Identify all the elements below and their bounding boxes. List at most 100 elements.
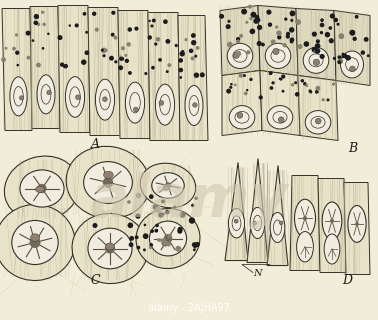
Circle shape <box>236 39 240 44</box>
Circle shape <box>286 35 290 39</box>
Circle shape <box>36 63 41 68</box>
Circle shape <box>249 78 253 81</box>
Circle shape <box>253 18 259 24</box>
Circle shape <box>246 89 248 91</box>
Ellipse shape <box>84 162 132 204</box>
Circle shape <box>63 65 66 68</box>
Circle shape <box>133 107 138 112</box>
Circle shape <box>135 213 141 219</box>
Ellipse shape <box>37 75 55 114</box>
Circle shape <box>165 182 171 189</box>
Circle shape <box>355 15 359 19</box>
Polygon shape <box>88 7 120 135</box>
Text: A: A <box>90 139 99 151</box>
Ellipse shape <box>227 43 253 68</box>
Circle shape <box>295 19 301 25</box>
Circle shape <box>180 51 185 57</box>
Circle shape <box>85 50 89 55</box>
Circle shape <box>102 54 106 57</box>
Circle shape <box>118 65 123 70</box>
Ellipse shape <box>341 51 364 78</box>
Circle shape <box>47 90 51 95</box>
Circle shape <box>266 10 271 15</box>
Circle shape <box>74 23 79 28</box>
Ellipse shape <box>303 47 329 73</box>
Circle shape <box>17 64 19 67</box>
Circle shape <box>311 47 318 52</box>
Circle shape <box>135 235 139 239</box>
Circle shape <box>101 49 104 52</box>
Circle shape <box>126 42 131 47</box>
Circle shape <box>128 71 132 75</box>
Polygon shape <box>148 12 180 140</box>
Circle shape <box>155 207 161 213</box>
Circle shape <box>173 205 176 209</box>
Ellipse shape <box>149 221 187 256</box>
Circle shape <box>329 38 334 44</box>
Circle shape <box>325 32 330 37</box>
Ellipse shape <box>322 202 342 240</box>
Circle shape <box>282 43 287 47</box>
Ellipse shape <box>163 186 169 190</box>
Circle shape <box>127 222 133 228</box>
Circle shape <box>129 236 134 241</box>
Circle shape <box>124 54 127 57</box>
Circle shape <box>271 81 275 84</box>
Circle shape <box>291 83 294 86</box>
Circle shape <box>280 78 282 81</box>
Ellipse shape <box>152 173 184 198</box>
Polygon shape <box>58 5 90 132</box>
Circle shape <box>166 39 170 44</box>
Circle shape <box>127 200 131 204</box>
Circle shape <box>338 59 343 64</box>
Circle shape <box>111 11 115 15</box>
Circle shape <box>249 28 255 34</box>
Circle shape <box>159 100 164 105</box>
Circle shape <box>235 51 241 56</box>
Circle shape <box>85 31 88 34</box>
Circle shape <box>5 47 8 50</box>
Circle shape <box>161 238 166 243</box>
Circle shape <box>322 98 325 101</box>
Circle shape <box>194 245 197 249</box>
Circle shape <box>286 32 290 36</box>
Text: alamy - 2AJHA97: alamy - 2AJHA97 <box>148 303 230 313</box>
Circle shape <box>191 56 195 60</box>
Polygon shape <box>290 175 320 270</box>
Circle shape <box>277 35 282 40</box>
Circle shape <box>42 47 44 50</box>
Ellipse shape <box>185 85 203 125</box>
Circle shape <box>193 103 197 107</box>
Circle shape <box>251 12 256 18</box>
Circle shape <box>1 57 6 62</box>
Circle shape <box>312 32 317 37</box>
Circle shape <box>167 63 171 67</box>
Circle shape <box>313 59 320 66</box>
Circle shape <box>273 48 279 55</box>
Circle shape <box>337 60 341 64</box>
Ellipse shape <box>12 220 58 265</box>
Ellipse shape <box>10 77 27 116</box>
Circle shape <box>175 44 178 47</box>
Circle shape <box>163 19 168 24</box>
Ellipse shape <box>36 186 44 193</box>
Polygon shape <box>258 5 298 76</box>
Circle shape <box>327 99 330 101</box>
Circle shape <box>303 216 307 220</box>
Circle shape <box>26 31 31 36</box>
Circle shape <box>178 58 183 63</box>
Text: C: C <box>90 274 100 286</box>
Polygon shape <box>220 5 260 76</box>
Circle shape <box>345 55 351 60</box>
Circle shape <box>143 233 149 239</box>
Circle shape <box>136 246 140 250</box>
Circle shape <box>303 82 307 85</box>
Polygon shape <box>222 70 262 135</box>
Ellipse shape <box>140 163 196 208</box>
Circle shape <box>281 75 285 79</box>
Circle shape <box>320 23 324 27</box>
Circle shape <box>162 212 165 215</box>
Circle shape <box>155 224 159 227</box>
Circle shape <box>330 219 334 223</box>
Ellipse shape <box>5 156 80 221</box>
